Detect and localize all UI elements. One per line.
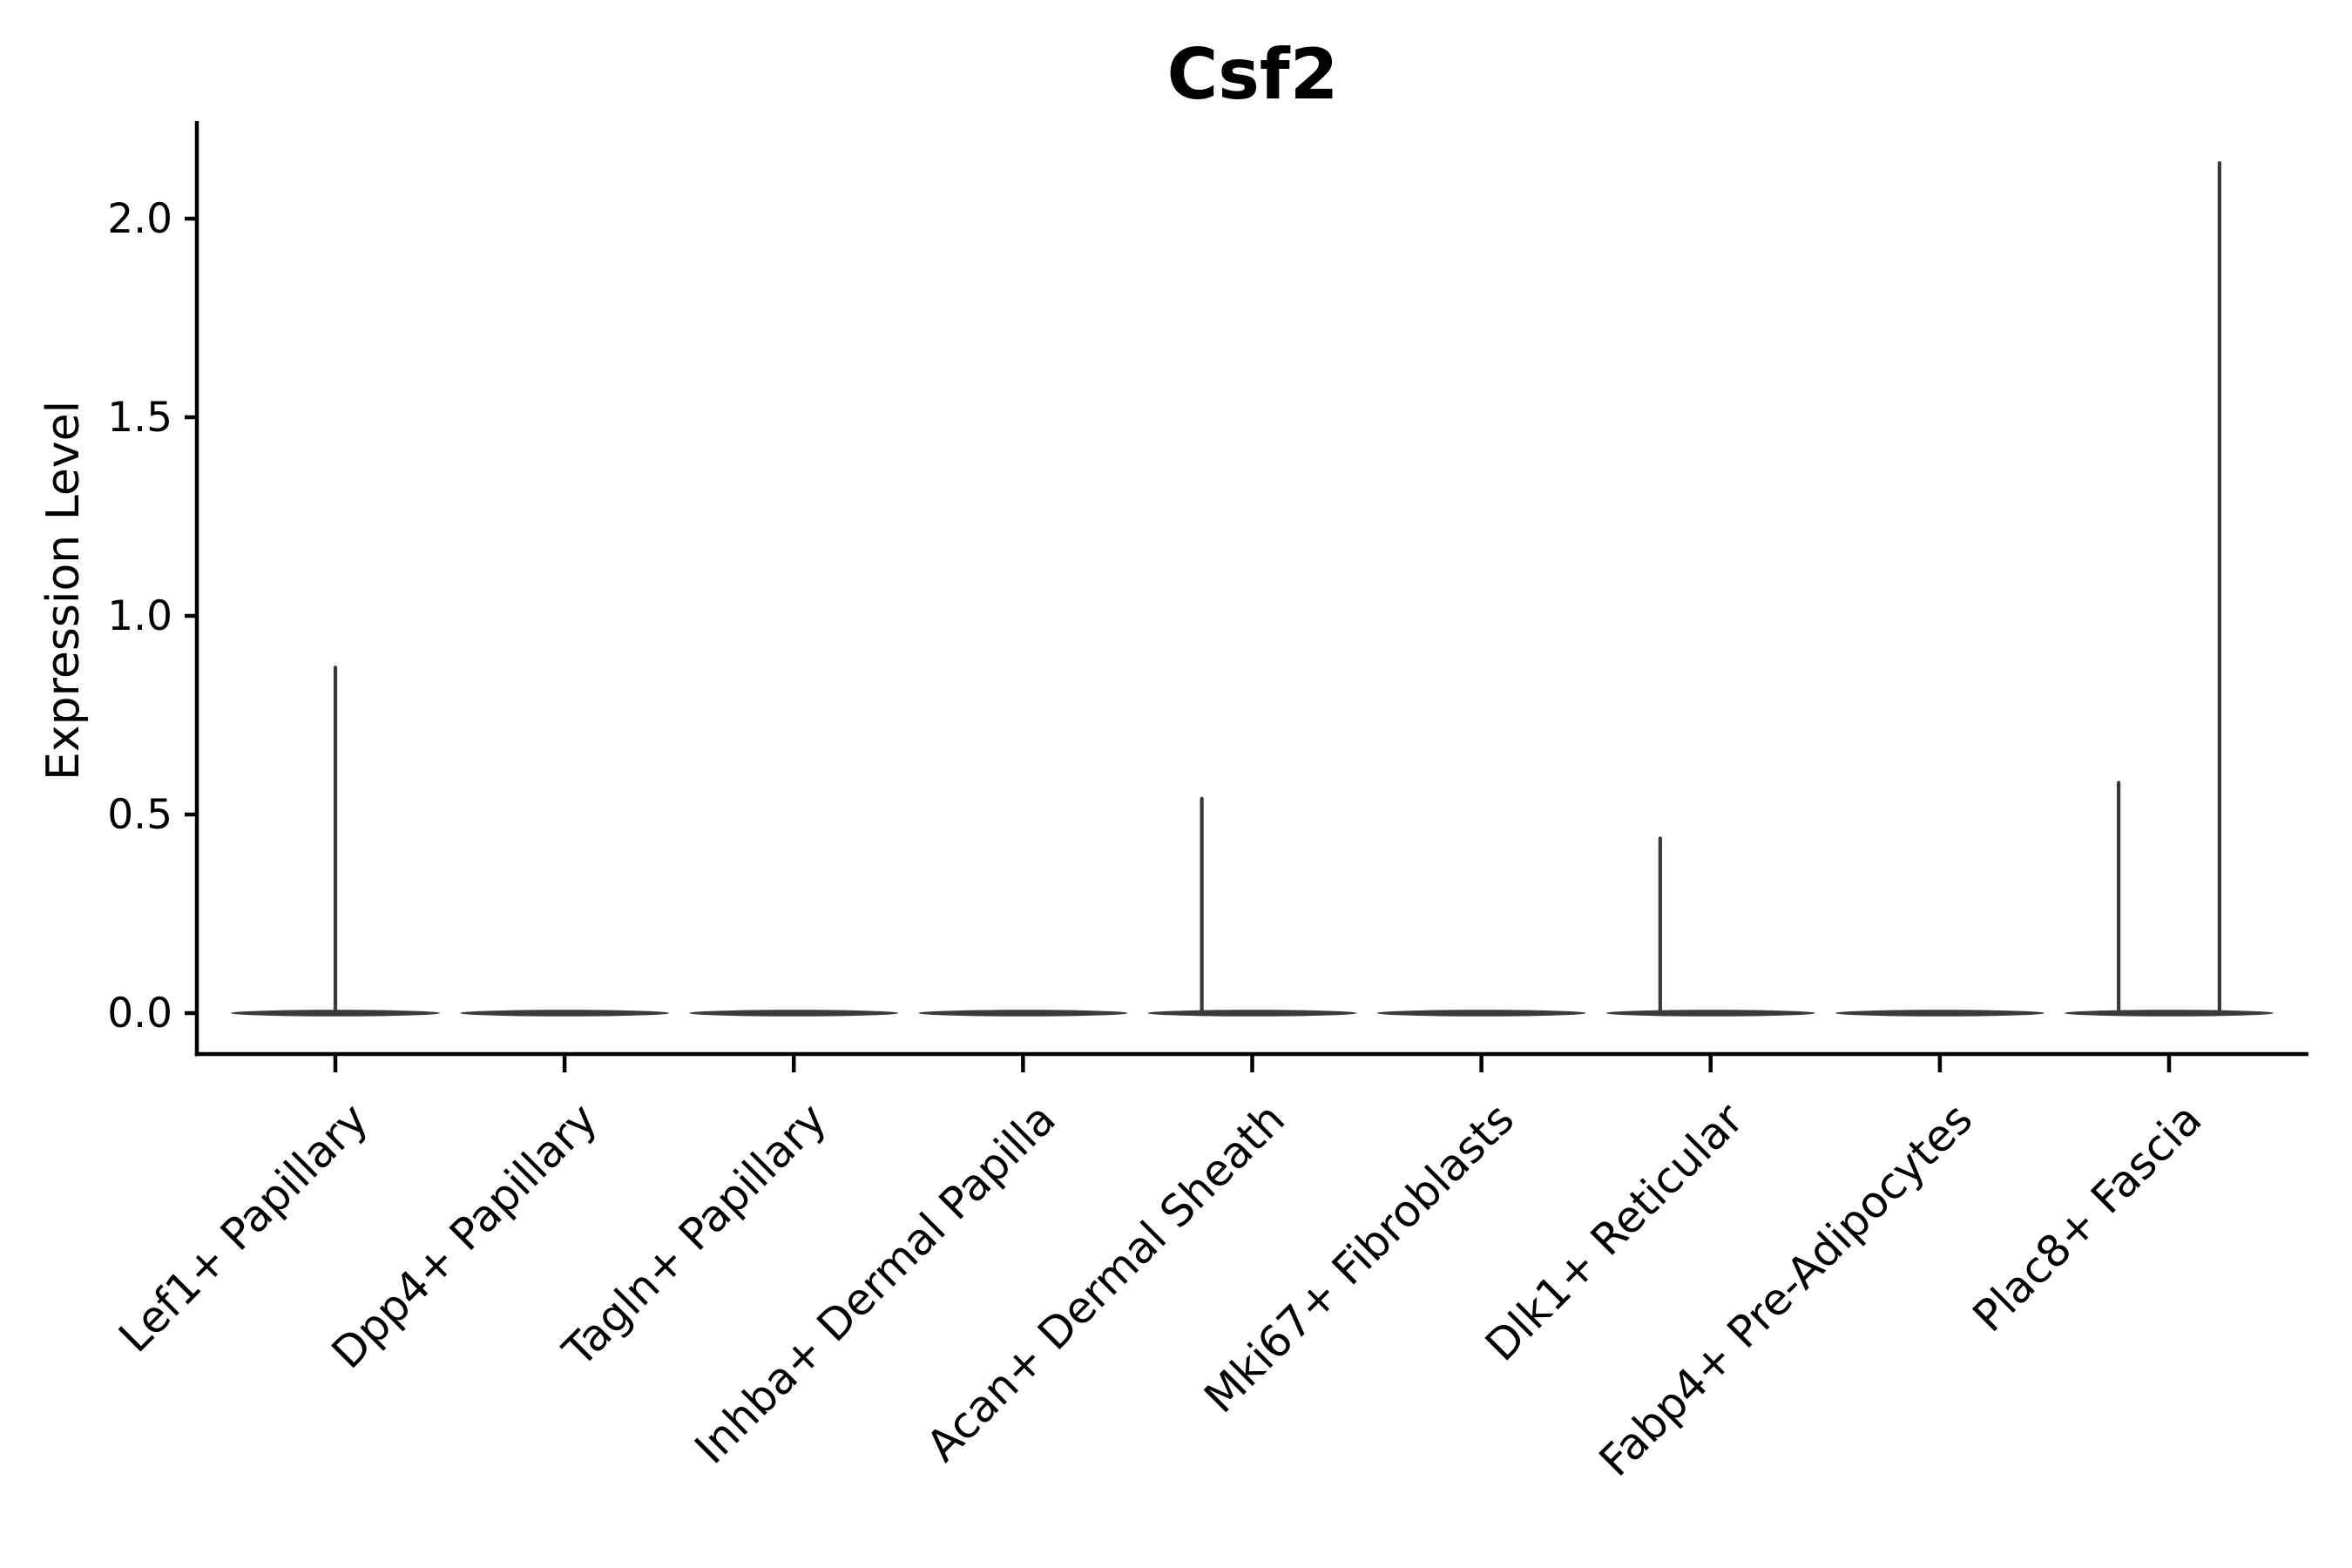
x-tick-label: Lef1+ Papillary	[109, 1093, 377, 1362]
violin-base	[918, 1010, 1128, 1017]
x-tick-label: Plac8+ Fascia	[1963, 1093, 2212, 1342]
y-tick-label: 2.0	[107, 195, 172, 243]
y-tick-label: 0.5	[107, 791, 172, 839]
violin-base	[460, 1010, 670, 1017]
axes-layer	[194, 121, 2308, 1057]
chart-title: Csf2	[1167, 34, 1339, 115]
y-axis-label: Expression Level	[37, 401, 90, 781]
y-tick-label: 0.0	[107, 990, 172, 1037]
violins-layer	[231, 161, 2274, 1017]
y-tick-label: 1.5	[107, 394, 172, 442]
violin-base	[689, 1010, 899, 1017]
violin-base	[1605, 1010, 1815, 1017]
x-tick-label: Fabp4+ Pre-Adipocytes	[1590, 1093, 1983, 1486]
violin-base	[1147, 1010, 1357, 1017]
violin-base	[1835, 1010, 2044, 1017]
y-ticks-layer: 0.0 0.5 1.0 1.5 2.0	[107, 195, 197, 1037]
violin-base	[2065, 1010, 2274, 1017]
y-tick-label: 1.0	[107, 592, 172, 640]
violin-base	[1376, 1010, 1586, 1017]
